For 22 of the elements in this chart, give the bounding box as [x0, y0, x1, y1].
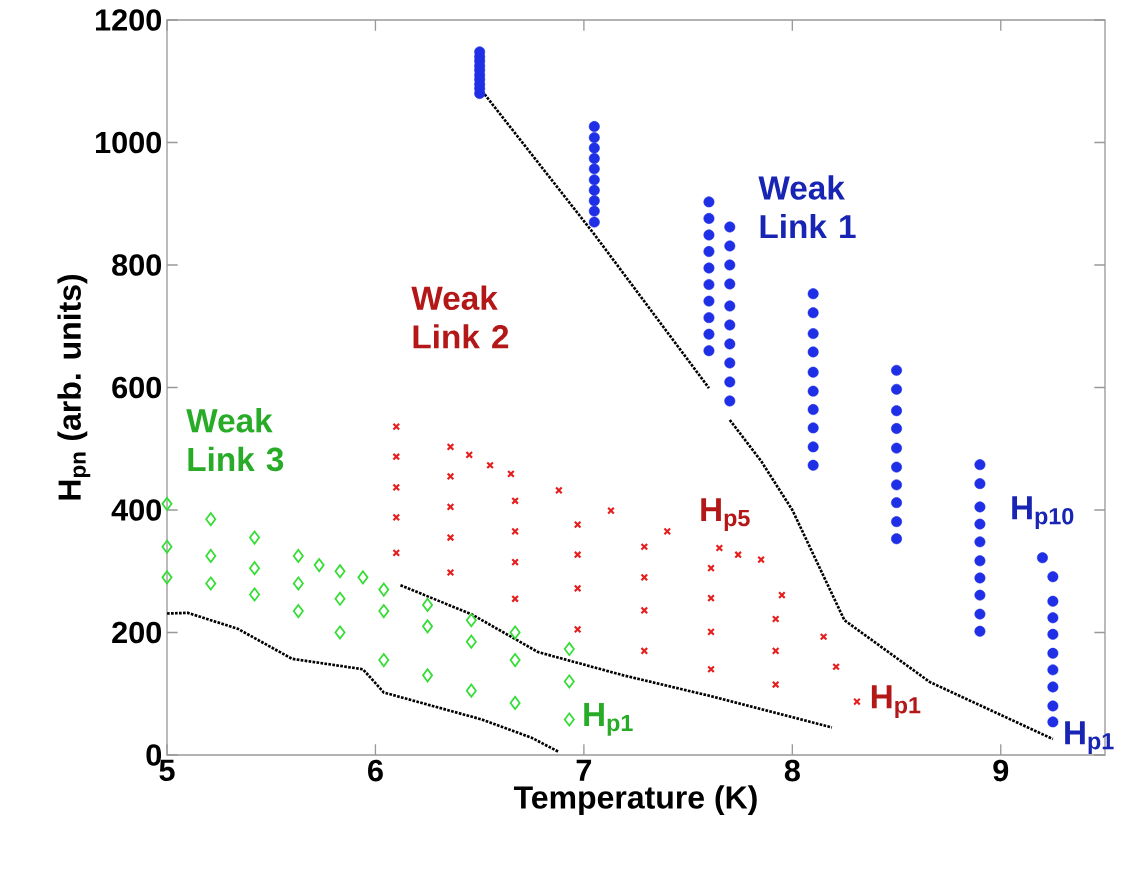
- x-axis-title: Temperature (K): [513, 785, 757, 816]
- series-label: H$_{p1}$: [1065, 721, 1114, 755]
- y-tick-label: 400: [111, 499, 162, 521]
- annotation: Weak Link 2: [411, 285, 509, 349]
- annotation: Weak Link 3: [186, 408, 284, 472]
- x-tick-label: 5: [159, 759, 175, 782]
- y-tick-label: 1200: [96, 9, 162, 31]
- x-tick-label: 8: [784, 759, 800, 782]
- x-tick-label: 6: [368, 759, 383, 782]
- series-label: H$_{p1}$: [584, 703, 633, 736]
- series-label: H$_{p5}$: [701, 498, 750, 531]
- y-axis-title: H$_{pn}$ (arb. units): [57, 274, 91, 500]
- annotation: Weak Link 1: [758, 175, 856, 239]
- y-tick-label: 1000: [96, 131, 162, 154]
- x-tick-label: 9: [993, 759, 1009, 782]
- y-tick-label: 0: [146, 744, 162, 766]
- x-tick-label: 7: [576, 759, 592, 781]
- series-label: H$_{p1}$: [871, 685, 921, 719]
- y-tick-label: 600: [112, 376, 162, 399]
- series-label: H$_{p10}$: [1012, 496, 1074, 530]
- y-tick-label: 800: [112, 254, 162, 276]
- y-tick-label: 200: [112, 621, 162, 644]
